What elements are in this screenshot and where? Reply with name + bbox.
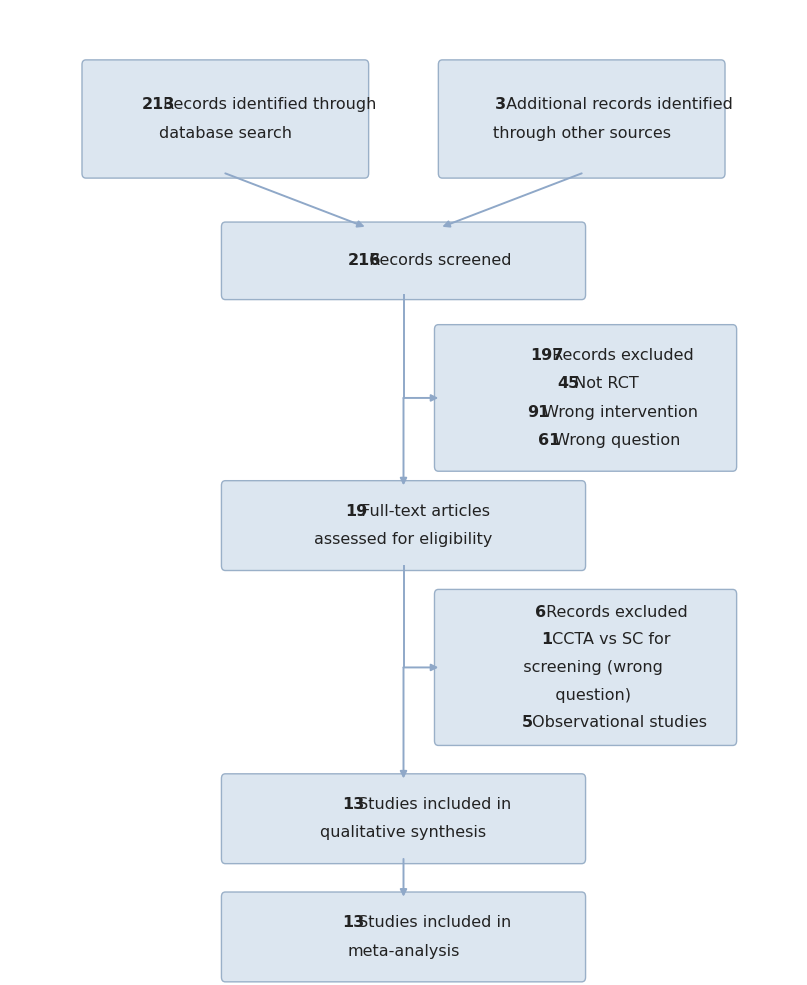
Text: Studies included in: Studies included in xyxy=(353,915,512,930)
FancyBboxPatch shape xyxy=(438,60,725,178)
Text: meta-analysis: meta-analysis xyxy=(347,944,460,958)
Text: assessed for eligibility: assessed for eligibility xyxy=(314,532,493,548)
Text: 3: 3 xyxy=(495,98,506,112)
Text: 13: 13 xyxy=(342,797,365,812)
Text: Studies included in: Studies included in xyxy=(353,797,512,812)
Text: screening (wrong: screening (wrong xyxy=(508,660,663,675)
Text: Records excluded: Records excluded xyxy=(546,348,693,362)
Text: 61: 61 xyxy=(538,433,560,448)
FancyBboxPatch shape xyxy=(221,481,586,570)
Text: Records screened: Records screened xyxy=(365,253,512,268)
Text: qualitative synthesis: qualitative synthesis xyxy=(320,825,487,840)
Text: 45: 45 xyxy=(558,376,580,391)
Text: 216: 216 xyxy=(348,253,381,268)
Text: 5: 5 xyxy=(521,715,533,730)
Text: 213: 213 xyxy=(142,98,175,112)
FancyBboxPatch shape xyxy=(434,325,737,471)
Text: 6: 6 xyxy=(535,605,546,620)
FancyBboxPatch shape xyxy=(221,774,586,864)
Text: Wrong intervention: Wrong intervention xyxy=(538,405,698,420)
FancyBboxPatch shape xyxy=(434,589,737,746)
FancyBboxPatch shape xyxy=(221,222,586,299)
Text: 19: 19 xyxy=(345,504,367,519)
Text: 1: 1 xyxy=(541,632,552,647)
Text: database search: database search xyxy=(159,126,292,141)
Text: question): question) xyxy=(540,688,631,702)
Text: Observational studies: Observational studies xyxy=(527,715,707,730)
Text: Records identified through: Records identified through xyxy=(158,98,377,112)
FancyBboxPatch shape xyxy=(82,60,369,178)
Text: CCTA vs SC for: CCTA vs SC for xyxy=(546,632,670,647)
Text: Full-text articles: Full-text articles xyxy=(356,504,490,519)
Text: Additional records identified: Additional records identified xyxy=(501,98,733,112)
Text: through other sources: through other sources xyxy=(493,126,671,141)
Text: 91: 91 xyxy=(527,405,550,420)
Text: Wrong question: Wrong question xyxy=(550,433,680,448)
Text: Records excluded: Records excluded xyxy=(541,605,688,620)
Text: 197: 197 xyxy=(529,348,563,362)
FancyBboxPatch shape xyxy=(221,892,586,982)
Text: 13: 13 xyxy=(342,915,365,930)
Text: Not RCT: Not RCT xyxy=(569,376,638,391)
